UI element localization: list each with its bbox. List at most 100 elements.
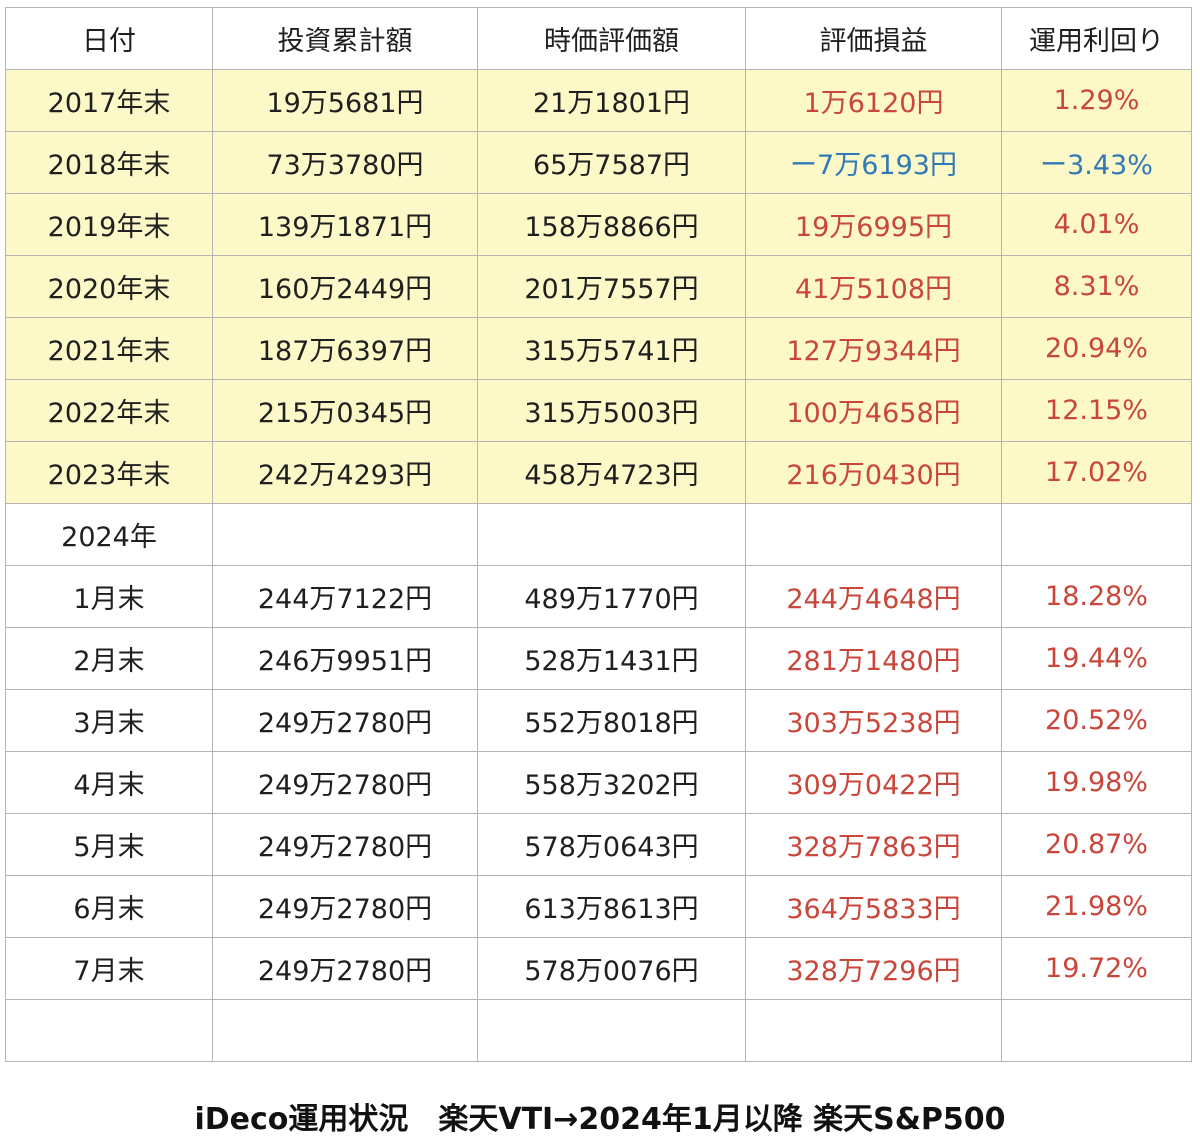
market-value-cell: 552万8018円	[477, 689, 746, 752]
ideco-status-table: 日付 投資累計額 時価評価額 評価損益 運用利回り 2017年末 19万5681円…	[5, 7, 1192, 1062]
table-row: 5月末 249万2780円 578万0643円 328万7863円 20.87%	[5, 813, 1192, 876]
unrealized-gain-cell: 1万6120円	[745, 69, 1002, 132]
yield-cell: 8.31%	[1001, 255, 1192, 318]
yield-cell: 19.44%	[1001, 627, 1192, 690]
yield-cell	[1001, 999, 1192, 1062]
header-cumulative-investment: 投資累計額	[212, 7, 478, 70]
unrealized-gain-cell: 41万5108円	[745, 255, 1002, 318]
table-row: 1月末 244万7122円 489万1770円 244万4648円 18.28%	[5, 565, 1192, 628]
date-cell: 2022年末	[5, 379, 213, 442]
header-unrealized-gain: 評価損益	[745, 7, 1002, 70]
market-value-cell	[477, 503, 746, 566]
unrealized-gain-cell: ー7万6193円	[745, 131, 1002, 194]
unrealized-gain-cell: 244万4648円	[745, 565, 1002, 628]
yield-cell: 19.98%	[1001, 751, 1192, 814]
yield-cell: 21.98%	[1001, 875, 1192, 938]
market-value-cell: 65万7587円	[477, 131, 746, 194]
market-value-cell: 458万4723円	[477, 441, 746, 504]
table-row: 6月末 249万2780円 613万8613円 364万5833円 21.98%	[5, 875, 1192, 938]
yield-cell: 20.87%	[1001, 813, 1192, 876]
unrealized-gain-cell: 100万4658円	[745, 379, 1002, 442]
table-row: 2019年末 139万1871円 158万8866円 19万6995円 4.01%	[5, 193, 1192, 256]
unrealized-gain-cell	[745, 999, 1002, 1062]
yield-cell: 20.94%	[1001, 317, 1192, 380]
date-cell: 3月末	[5, 689, 213, 752]
cumulative-investment-cell: 249万2780円	[212, 751, 478, 814]
date-cell: 2021年末	[5, 317, 213, 380]
table-row: 2024年	[5, 503, 1192, 566]
cumulative-investment-cell: 249万2780円	[212, 875, 478, 938]
unrealized-gain-cell: 364万5833円	[745, 875, 1002, 938]
table-row: 2020年末 160万2449円 201万7557円 41万5108円 8.31%	[5, 255, 1192, 318]
cumulative-investment-cell: 215万0345円	[212, 379, 478, 442]
cumulative-investment-cell: 249万2780円	[212, 813, 478, 876]
yield-cell: 1.29%	[1001, 69, 1192, 132]
table-row: 4月末 249万2780円 558万3202円 309万0422円 19.98%	[5, 751, 1192, 814]
cumulative-investment-cell: 244万7122円	[212, 565, 478, 628]
cumulative-investment-cell: 73万3780円	[212, 131, 478, 194]
table-row: 7月末 249万2780円 578万0076円 328万7296円 19.72%	[5, 937, 1192, 1000]
table-row: 2023年末 242万4293円 458万4723円 216万0430円 17.02%	[5, 441, 1192, 504]
unrealized-gain-cell: 127万9344円	[745, 317, 1002, 380]
market-value-cell: 21万1801円	[477, 69, 746, 132]
cumulative-investment-cell: 19万5681円	[212, 69, 478, 132]
market-value-cell: 528万1431円	[477, 627, 746, 690]
date-cell: 1月末	[5, 565, 213, 628]
date-cell: 2018年末	[5, 131, 213, 194]
cumulative-investment-cell: 160万2449円	[212, 255, 478, 318]
yield-cell: 20.52%	[1001, 689, 1192, 752]
unrealized-gain-cell	[745, 503, 1002, 566]
table-row: 2018年末 73万3780円 65万7587円 ー7万6193円 ー3.43%	[5, 131, 1192, 194]
date-cell	[5, 999, 213, 1062]
date-cell: 7月末	[5, 937, 213, 1000]
market-value-cell: 613万8613円	[477, 875, 746, 938]
table-row	[5, 999, 1192, 1062]
unrealized-gain-cell: 328万7296円	[745, 937, 1002, 1000]
yield-cell: 19.72%	[1001, 937, 1192, 1000]
unrealized-gain-cell: 303万5238円	[745, 689, 1002, 752]
caption: iDeco運用状況 楽天VTI→2024年1月以降 楽天S&P500	[194, 1102, 1006, 1137]
unrealized-gain-cell: 19万6995円	[745, 193, 1002, 256]
date-cell: 5月末	[5, 813, 213, 876]
yield-cell: ー3.43%	[1001, 131, 1192, 194]
date-cell: 2024年	[5, 503, 213, 566]
unrealized-gain-cell: 216万0430円	[745, 441, 1002, 504]
yield-cell	[1001, 503, 1192, 566]
market-value-cell: 558万3202円	[477, 751, 746, 814]
yield-cell: 12.15%	[1001, 379, 1192, 442]
table-row: 3月末 249万2780円 552万8018円 303万5238円 20.52%	[5, 689, 1192, 752]
market-value-cell: 578万0643円	[477, 813, 746, 876]
yield-cell: 4.01%	[1001, 193, 1192, 256]
market-value-cell: 158万8866円	[477, 193, 746, 256]
table-row: 2022年末 215万0345円 315万5003円 100万4658円 12.15%	[5, 379, 1192, 442]
market-value-cell: 489万1770円	[477, 565, 746, 628]
unrealized-gain-cell: 281万1480円	[745, 627, 1002, 690]
table-row: 2021年末 187万6397円 315万5741円 127万9344円 20.94%	[5, 317, 1192, 380]
cumulative-investment-cell: 139万1871円	[212, 193, 478, 256]
date-cell: 2020年末	[5, 255, 213, 318]
cumulative-investment-cell: 249万2780円	[212, 937, 478, 1000]
date-cell: 4月末	[5, 751, 213, 814]
market-value-cell: 201万7557円	[477, 255, 746, 318]
unrealized-gain-cell: 309万0422円	[745, 751, 1002, 814]
yield-cell: 17.02%	[1001, 441, 1192, 504]
cumulative-investment-cell: 242万4293円	[212, 441, 478, 504]
market-value-cell	[477, 999, 746, 1062]
cumulative-investment-cell	[212, 999, 478, 1062]
header-row: 日付 投資累計額 時価評価額 評価損益 運用利回り	[5, 7, 1192, 70]
unrealized-gain-cell: 328万7863円	[745, 813, 1002, 876]
header-date: 日付	[5, 7, 213, 70]
cumulative-investment-cell	[212, 503, 478, 566]
market-value-cell: 315万5003円	[477, 379, 746, 442]
date-cell: 2019年末	[5, 193, 213, 256]
market-value-cell: 315万5741円	[477, 317, 746, 380]
table-body: 2017年末 19万5681円 21万1801円 1万6120円 1.29% 2018年末…	[5, 69, 1192, 1062]
table-row: 2月末 246万9951円 528万1431円 281万1480円 19.44%	[5, 627, 1192, 690]
header-yield: 運用利回り	[1001, 7, 1192, 70]
date-cell: 2月末	[5, 627, 213, 690]
date-cell: 6月末	[5, 875, 213, 938]
cumulative-investment-cell: 187万6397円	[212, 317, 478, 380]
cumulative-investment-cell: 246万9951円	[212, 627, 478, 690]
date-cell: 2017年末	[5, 69, 213, 132]
market-value-cell: 578万0076円	[477, 937, 746, 1000]
